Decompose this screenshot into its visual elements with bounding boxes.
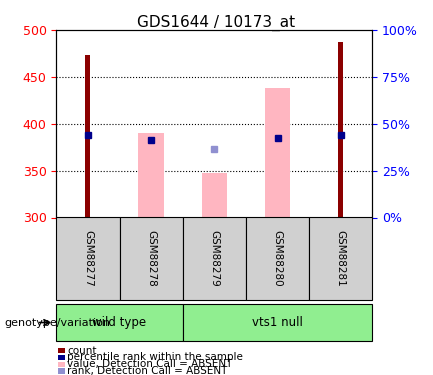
Text: GSM88279: GSM88279 [209, 230, 220, 287]
Bar [338, 42, 343, 218]
Text: percentile rank within the sample: percentile rank within the sample [67, 352, 243, 362]
Text: GSM88278: GSM88278 [146, 230, 156, 287]
Bar [202, 172, 227, 217]
Bar [265, 88, 290, 218]
Text: GDS1644 / 10173_at: GDS1644 / 10173_at [137, 15, 296, 31]
Text: wild type: wild type [93, 316, 146, 329]
Text: vts1 null: vts1 null [252, 316, 303, 329]
Bar [139, 133, 164, 218]
Text: genotype/variation: genotype/variation [4, 318, 110, 327]
Text: rank, Detection Call = ABSENT: rank, Detection Call = ABSENT [67, 366, 227, 375]
Text: GSM88280: GSM88280 [272, 230, 283, 287]
Text: GSM88277: GSM88277 [83, 230, 93, 287]
Text: count: count [67, 346, 97, 355]
Text: GSM88281: GSM88281 [336, 230, 346, 287]
Text: value, Detection Call = ABSENT: value, Detection Call = ABSENT [67, 359, 233, 369]
Bar [85, 56, 90, 217]
